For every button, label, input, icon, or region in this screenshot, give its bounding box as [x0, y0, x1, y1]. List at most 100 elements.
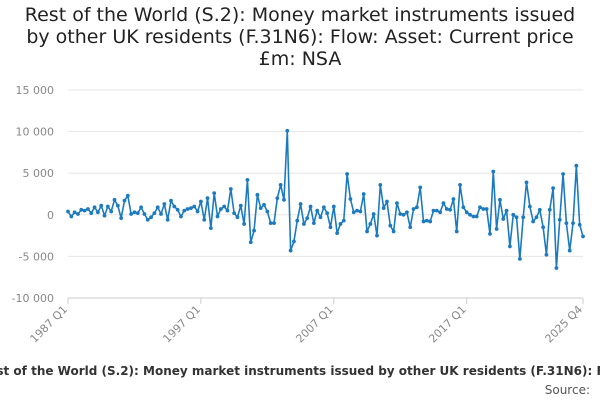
- data-point: [76, 212, 80, 216]
- data-point: [215, 214, 220, 219]
- data-point: [145, 217, 150, 222]
- data-point: [431, 208, 436, 213]
- data-point: [474, 214, 479, 219]
- data-point: [135, 211, 140, 216]
- x-tick-label: 2007 Q1: [293, 303, 336, 346]
- data-point: [541, 225, 546, 230]
- data-point: [408, 225, 413, 230]
- data-point: [139, 205, 143, 210]
- data-point: [378, 182, 383, 187]
- series-line: [67, 129, 584, 269]
- data-point: [155, 205, 160, 210]
- x-axis-ticks: 1987 Q1 1997 Q1 2007 Q1 2017 Q1 2025 Q4: [28, 297, 585, 346]
- data-point: [149, 215, 153, 220]
- y-tick-label: -5 000: [19, 250, 54, 263]
- data-point: [242, 222, 246, 226]
- data-point: [255, 192, 260, 197]
- data-point: [222, 204, 227, 209]
- y-tick-label: 5 000: [23, 167, 55, 180]
- data-point: [109, 209, 114, 214]
- data-point: [531, 219, 536, 224]
- y-tick-label: 15 000: [16, 84, 55, 97]
- data-point: [295, 218, 300, 223]
- data-point: [318, 215, 323, 220]
- data-point: [441, 201, 446, 206]
- data-point: [115, 203, 120, 208]
- data-point: [557, 217, 562, 222]
- data-point: [544, 252, 549, 257]
- data-point: [361, 192, 366, 196]
- chart-title-line-2: by other UK residents (F.31N6): Flow: As…: [26, 26, 574, 48]
- data-point: [305, 216, 310, 221]
- data-point: [245, 177, 250, 182]
- data-point: [411, 207, 416, 211]
- data-point: [185, 207, 190, 211]
- data-point: [498, 197, 502, 202]
- data-point: [371, 212, 376, 216]
- data-point: [152, 211, 157, 216]
- data-point: [112, 197, 117, 202]
- data-point: [471, 214, 476, 219]
- data-point: [162, 202, 167, 206]
- chart-title-line-3: £m: NSA: [258, 48, 342, 70]
- data-point: [285, 128, 290, 133]
- data-point: [448, 207, 452, 212]
- data-point: [311, 221, 316, 226]
- chart-title-line-1: Rest of the World (S.2): Money market in…: [24, 4, 576, 26]
- gridlines: [68, 89, 583, 299]
- data-point: [561, 172, 565, 176]
- data-point: [547, 207, 552, 212]
- data-point: [182, 208, 187, 213]
- source-label: Source:: [544, 383, 590, 397]
- data-point: [434, 208, 439, 213]
- data-point: [335, 231, 340, 236]
- data-point: [444, 207, 449, 211]
- data-point: [238, 203, 243, 208]
- data-point: [331, 204, 336, 209]
- data-point: [348, 197, 353, 201]
- data-point: [258, 206, 263, 211]
- data-point: [72, 210, 77, 215]
- data-point: [508, 244, 512, 249]
- data-point: [554, 266, 559, 270]
- data-point: [574, 163, 579, 168]
- data-point: [534, 215, 539, 220]
- data-point: [428, 219, 433, 224]
- data-point: [248, 240, 253, 245]
- legend-label: Rest of the World (S.2): Money market in…: [0, 364, 600, 378]
- data-point: [375, 233, 379, 238]
- data-point: [125, 193, 130, 198]
- data-point: [208, 226, 213, 231]
- data-point: [514, 215, 519, 220]
- data-point: [192, 204, 197, 209]
- data-point: [278, 182, 283, 187]
- data-point: [461, 205, 466, 210]
- data-point: [421, 219, 426, 224]
- data-point: [567, 248, 572, 253]
- data-point: [368, 222, 373, 226]
- data-point: [345, 172, 349, 176]
- legend: Rest of the World (S.2): Money market in…: [0, 364, 600, 382]
- data-point: [202, 217, 207, 222]
- data-point: [288, 248, 293, 253]
- data-point: [424, 218, 429, 223]
- data-point: [551, 186, 555, 191]
- data-point: [478, 205, 482, 210]
- data-point: [325, 211, 330, 216]
- data-point: [82, 208, 87, 213]
- data-point: [401, 212, 406, 217]
- data-point: [418, 185, 423, 190]
- y-tick-label: -10 000: [12, 292, 54, 305]
- data-point: [169, 198, 173, 203]
- data-point: [292, 239, 296, 244]
- data-point: [235, 215, 240, 220]
- data-point: [199, 199, 203, 204]
- data-point: [272, 221, 276, 226]
- data-point: [268, 221, 273, 226]
- data-point: [315, 208, 320, 213]
- data-point: [175, 207, 180, 212]
- data-point: [341, 218, 346, 223]
- data-point: [414, 205, 419, 210]
- data-point: [527, 204, 532, 209]
- data-point: [142, 212, 147, 216]
